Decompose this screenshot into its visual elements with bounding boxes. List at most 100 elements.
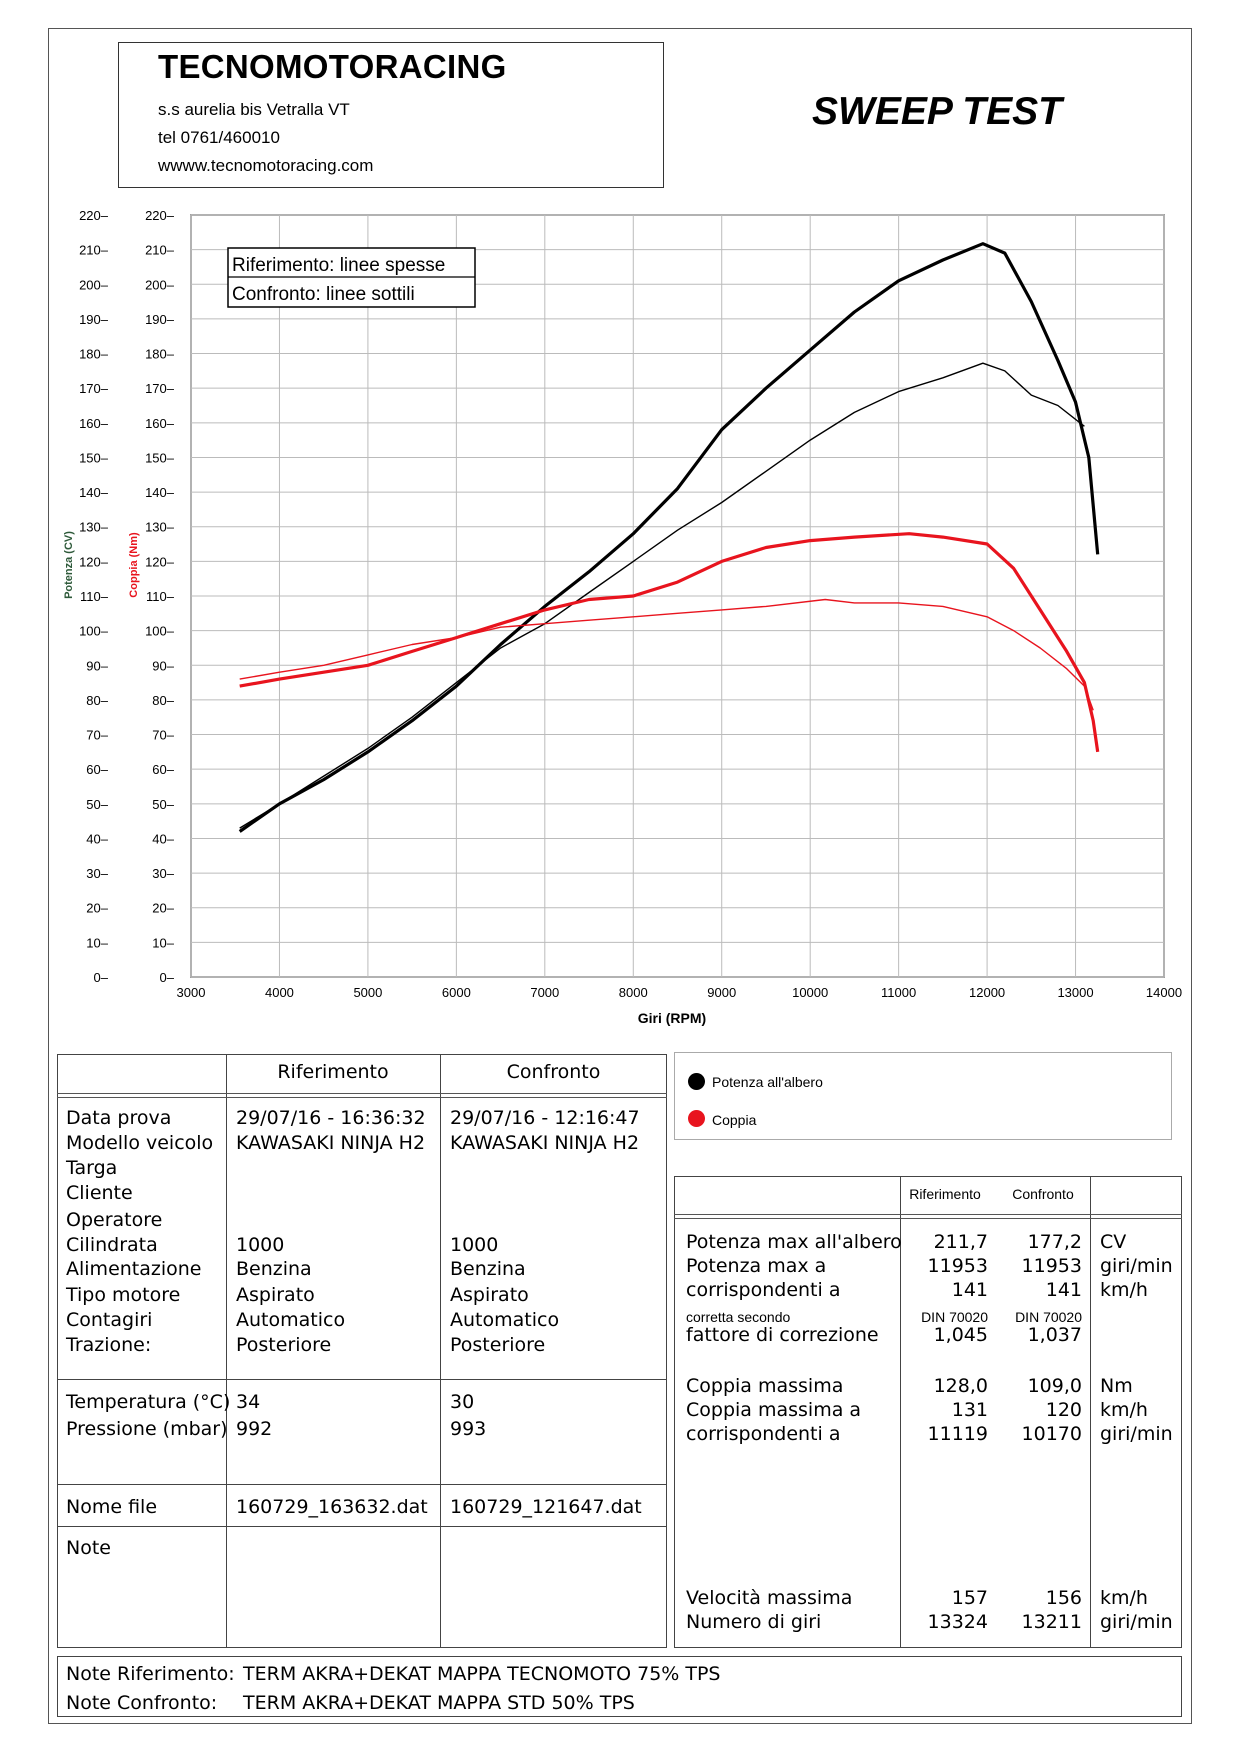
torque-line-comparison	[239, 598, 1094, 711]
notes-box	[57, 1656, 1182, 1717]
note-reference-text: TERM AKRA+DEKAT MAPPA TECNOMOTO 75% TPS	[243, 1663, 721, 1685]
torque-rpm-unit: giri/min	[1100, 1423, 1173, 1445]
vmax-reference: 157	[951, 1587, 988, 1609]
y-tick-label-torque: 190–	[145, 312, 175, 327]
x-tick-label: 6000	[442, 985, 471, 1000]
y-tick-label-torque: 150–	[145, 450, 175, 465]
y-tick-label-power: 180–	[79, 347, 109, 362]
power-line-reference	[238, 242, 1100, 833]
chart-legend-reference: Riferimento: linee spesse	[232, 255, 445, 276]
y-tick-label-torque: 220–	[145, 208, 175, 223]
file-label: Nome file	[66, 1496, 158, 1518]
page-frame	[48, 28, 1192, 1724]
x-axis: 3000 4000 5000 6000 7000 8000 9000 10000 11000 12…	[177, 985, 1183, 1000]
info-comparison-value: KAWASAKI NINJA H2	[450, 1132, 640, 1154]
info-reference-value: KAWASAKI NINJA H2	[236, 1132, 426, 1154]
power-max-reference: 211,7	[933, 1231, 988, 1253]
y-tick-label-power: 210–	[79, 243, 109, 258]
company-address: s.s aurelia bis Vetralla VT	[158, 100, 350, 119]
info-comparison-value: Benzina	[450, 1258, 526, 1280]
y-tick-label-power: 20–	[86, 901, 108, 916]
info-reference-value: Posteriore	[236, 1334, 332, 1356]
power-speed-reference: 141	[951, 1279, 988, 1301]
standard-reference: DIN 70020	[921, 1309, 988, 1325]
info-table-rule-2	[57, 1484, 667, 1485]
power-line-comparison	[239, 362, 1085, 829]
chart-grid	[190, 214, 1165, 978]
pressure-reference: 992	[236, 1418, 273, 1440]
y-tick-label-torque: 200–	[145, 277, 175, 292]
x-tick-label: 9000	[707, 985, 736, 1000]
y-tick-label-power: 60–	[86, 762, 108, 777]
power-max-label: Potenza max all'albero	[686, 1231, 902, 1253]
factor-reference: 1,045	[933, 1324, 988, 1346]
pressure-comparison: 993	[450, 1418, 487, 1440]
y-tick-label-power: 150–	[79, 450, 109, 465]
y-tick-label-torque: 60–	[152, 762, 174, 777]
y-tick-label-torque: 130–	[145, 520, 175, 535]
info-reference-value: 29/07/16 - 16:36:32	[236, 1107, 426, 1129]
power-corresponding-label: corrispondenti a	[686, 1279, 841, 1301]
y-tick-label-power: 170–	[79, 381, 109, 396]
y-tick-label-power: 100–	[79, 624, 109, 639]
torque-line-reference	[239, 532, 1100, 753]
results-col-divider-2	[1090, 1176, 1091, 1648]
x-tick-label: 5000	[353, 985, 382, 1000]
power-unit: CV	[1100, 1231, 1127, 1253]
power-max-comparison: 177,2	[1027, 1231, 1082, 1253]
company-phone: tel 0761/460010	[158, 128, 280, 147]
torque-max-reference: 128,0	[933, 1375, 988, 1397]
torque-speed-reference: 131	[951, 1399, 988, 1421]
y-tick-label-power: 50–	[86, 797, 108, 812]
power-legend-label: Potenza all'albero	[712, 1074, 823, 1090]
info-table-header-rule	[57, 1093, 667, 1098]
y-tick-label-torque: 80–	[152, 693, 174, 708]
y-tick-label-power: 40–	[86, 831, 108, 846]
y-tick-label-torque: 30–	[152, 866, 174, 881]
temperature-reference: 34	[236, 1391, 261, 1413]
power-rpm-unit: giri/min	[1100, 1255, 1173, 1277]
vmax-unit: km/h	[1100, 1587, 1148, 1609]
test-title: SWEEP TEST	[812, 90, 1062, 133]
company-name: TECNOMOTORACING	[158, 48, 507, 85]
info-comparison-value: 29/07/16 - 12:16:47	[450, 1107, 640, 1129]
vmax-rpm-reference: 13324	[927, 1611, 988, 1633]
x-tick-label: 8000	[619, 985, 648, 1000]
power-rpm-reference: 11953	[927, 1255, 988, 1277]
results-header-rule	[674, 1214, 1182, 1219]
results-header-comparison: Confronto	[1012, 1186, 1074, 1202]
dyno-chart: 0– 0– 10– 10– 20– 20– 30– 30– 40– 40– 50– 50– 60– 60–…	[63, 208, 1183, 1026]
x-tick-label: 11000	[881, 985, 916, 1000]
info-label: Data prova	[66, 1107, 172, 1129]
torque-max-label: Coppia massima	[686, 1375, 844, 1397]
x-tick-label: 3000	[177, 985, 206, 1000]
torque-at-label: Coppia massima a	[686, 1399, 862, 1421]
y-tick-label-torque: 180–	[145, 347, 175, 362]
series-legend	[674, 1052, 1172, 1140]
y-axes: 0– 0– 10– 10– 20– 20– 30– 30– 40– 40– 50– 50– 60– 60–…	[79, 208, 175, 985]
x-tick-label: 14000	[1146, 985, 1182, 1000]
y-tick-label-torque: 140–	[145, 485, 175, 500]
corrected-label: corretta secondo	[686, 1309, 791, 1325]
x-tick-label: 12000	[969, 985, 1005, 1000]
x-tick-label: 4000	[265, 985, 294, 1000]
info-header-comparison: Confronto	[506, 1061, 601, 1083]
info-table-rule-1	[57, 1379, 667, 1380]
y-tick-label-torque: 110–	[146, 589, 175, 604]
pressure-label: Pressione (mbar)	[66, 1418, 228, 1440]
y-tick-label-torque: 160–	[145, 416, 175, 431]
y-tick-label-power: 190–	[79, 312, 109, 327]
y-tick-label-torque: 70–	[152, 728, 174, 743]
y-tick-label-power: 160–	[79, 416, 109, 431]
torque-max-comparison: 109,0	[1027, 1375, 1082, 1397]
y-tick-label-power: 110–	[80, 589, 109, 604]
torque-legend-label: Coppia	[712, 1112, 757, 1128]
info-label: Targa	[66, 1157, 118, 1179]
x-tick-label: 10000	[792, 985, 828, 1000]
y-tick-label-power: 70–	[86, 728, 108, 743]
temperature-comparison: 30	[450, 1391, 475, 1413]
y-tick-label-torque: 20–	[152, 901, 174, 916]
y-tick-label-power: 90–	[86, 658, 108, 673]
x-tick-label: 7000	[530, 985, 559, 1000]
y-tick-label-torque: 50–	[152, 797, 174, 812]
